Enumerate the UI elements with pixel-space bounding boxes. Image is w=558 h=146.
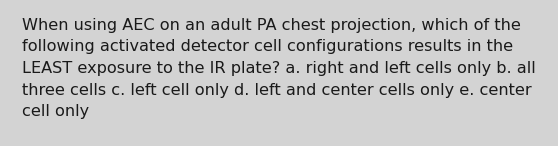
- Text: LEAST exposure to the IR plate? a. right and left cells only b. all: LEAST exposure to the IR plate? a. right…: [22, 61, 536, 76]
- Text: When using AEC on an adult PA chest projection, which of the: When using AEC on an adult PA chest proj…: [22, 18, 521, 33]
- Text: cell only: cell only: [22, 104, 89, 119]
- Text: three cells c. left cell only d. left and center cells only e. center: three cells c. left cell only d. left an…: [22, 82, 532, 98]
- Text: following activated detector cell configurations results in the: following activated detector cell config…: [22, 40, 513, 54]
